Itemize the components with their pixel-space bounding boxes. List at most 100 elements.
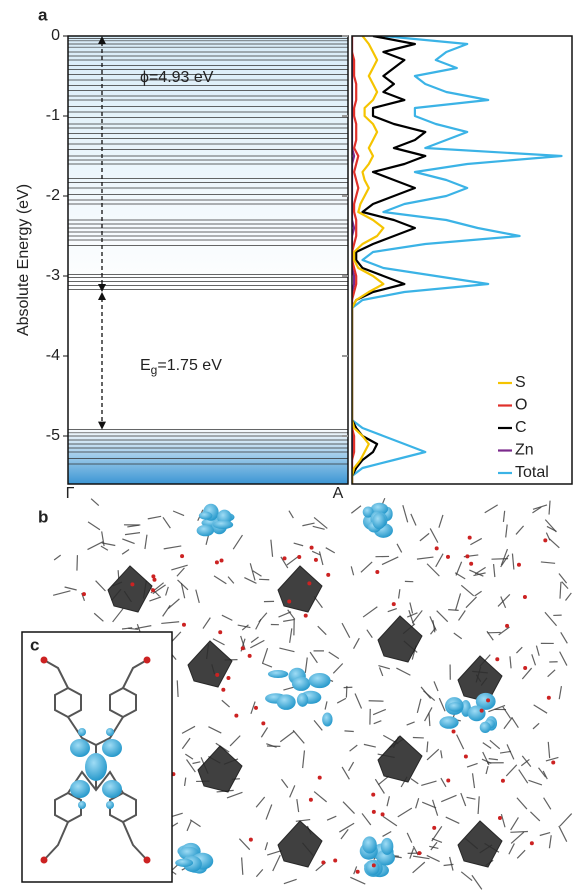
bond [93,612,104,622]
oxygen-atom [248,837,253,842]
bond [440,750,443,759]
bond [453,632,463,640]
bond [205,535,210,545]
bond [287,609,296,620]
oxygen-atom [479,708,484,713]
legend-label: Zn [515,442,534,459]
oxygen-atom [326,572,331,577]
annotation: Eg=1.75 eV [140,357,222,377]
bond [312,525,325,530]
bond [532,722,540,730]
oxygen-atom [516,562,521,567]
bond [250,636,259,643]
bond [408,609,415,625]
bond [559,813,573,827]
oxygen-atom [307,581,312,586]
oxygen-atom [226,676,231,681]
bond [264,842,269,851]
bond [491,557,509,560]
bond [510,817,519,831]
bond [362,606,378,618]
bond [226,791,243,799]
bond [431,825,443,842]
orbital-density [70,728,122,809]
oxygen-atom [522,595,527,600]
bond [163,545,182,550]
bond [516,849,526,859]
bond [283,878,297,885]
bond [460,584,475,597]
bond [350,505,362,514]
bond [237,624,251,629]
bond [152,584,166,595]
bond [539,831,551,837]
orbital-density [362,836,377,854]
bond [313,516,328,529]
bond [265,804,273,820]
bond [416,556,434,560]
bond [430,627,436,635]
oxygen-atom [469,561,474,566]
oxygen-atom [215,672,220,677]
bond [396,543,403,553]
bond [363,743,376,748]
oxygen-atom [181,622,186,627]
bond [426,748,440,761]
bond [454,572,466,580]
bond [165,586,169,596]
bond [241,857,244,875]
oxygen-atom [152,577,157,582]
bond [296,799,300,813]
bond [171,564,188,571]
bond [559,581,562,599]
oxygen-atom [391,602,396,607]
bond [373,720,382,725]
bond [465,596,477,609]
oxygen-atom [287,599,292,604]
orbital-density [296,693,309,707]
bond [350,566,355,576]
oxygen-atom [543,538,548,543]
bond [497,593,511,607]
bond [445,816,460,824]
dos-line [352,36,427,484]
bond [255,618,262,630]
arrow-head [98,36,106,44]
oxygen-atom [240,646,245,651]
bond [344,730,354,733]
bond [488,704,506,713]
oxygen-atom [486,698,491,703]
bond [279,730,295,743]
bond [429,616,437,631]
bond [324,701,328,710]
bond [438,697,446,712]
bond [213,575,227,585]
bond [90,498,100,507]
bond [176,567,185,577]
oxygen-atom [221,687,226,692]
bond [328,651,340,660]
bond [149,596,162,602]
bond [489,739,501,750]
bond [471,773,476,789]
bond [382,815,398,827]
bond [87,541,104,551]
oxygen-atoms [40,656,151,864]
bond [238,838,251,851]
bond [386,796,390,807]
bond [456,734,465,750]
orbital-density [475,692,496,710]
bond [195,589,200,603]
bond [336,697,347,704]
bond [186,820,192,832]
panel-label: a [38,5,48,24]
bond [212,638,225,646]
oxygen-atom [467,535,472,540]
bond [543,797,552,810]
bond [53,554,62,561]
bond [521,667,533,680]
oxygen-atom [432,825,437,830]
bond [511,717,519,729]
bond [500,554,510,568]
